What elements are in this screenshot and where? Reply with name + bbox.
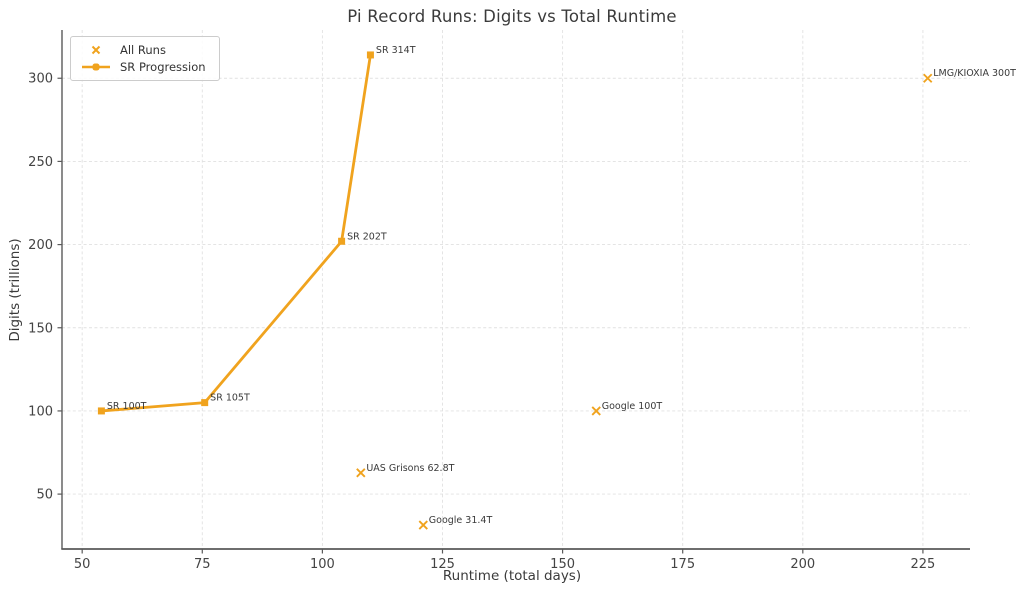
y-tick-label: 300 [28,72,53,87]
y-tick-label: 200 [28,238,53,253]
run-label: LMG/KIOXIA 300T [933,68,1016,79]
y-tick-label: 100 [28,404,53,419]
run-marker-x [356,468,366,478]
run-marker-x [418,520,428,530]
run-label: Google 31.4T [429,515,493,526]
run-label: Google 100T [602,401,663,412]
y-tick-label: 50 [36,488,53,503]
run-marker-square [97,407,105,415]
legend: All Runs SR Progression [70,36,220,81]
legend-item-sr-progression: SR Progression [81,61,206,73]
x-marker-icon [81,44,111,56]
run-label: SR 105T [210,393,250,404]
y-tick-label: 250 [28,155,53,170]
x-tick-label: 225 [911,557,936,572]
run-marker-square [201,399,209,407]
run-marker-square [338,237,346,245]
x-axis-label: Runtime (total days) [442,568,582,584]
y-tick-label: 150 [28,321,53,336]
run-label: UAS Grisons 62.8T [366,463,454,474]
legend-item-all-runs: All Runs [81,44,206,56]
run-label: SR 314T [376,45,416,56]
x-tick-label: 150 [550,557,575,572]
line-square-marker-icon [81,61,111,73]
x-tick-label: 75 [194,557,211,572]
legend-label: All Runs [120,43,166,57]
sr-progression-line [101,54,372,413]
run-marker-square [366,51,374,59]
run-label: SR 202T [347,231,387,242]
x-tick-label: 200 [790,557,815,572]
chart-title: Pi Record Runs: Digits vs Total Runtime [347,7,677,26]
legend-label: SR Progression [120,60,206,74]
x-tick-label: 50 [74,557,91,572]
y-axis-label: Digits (trillions) [7,238,23,342]
x-tick-label: 100 [310,557,335,572]
x-tick-label: 175 [670,557,695,572]
run-marker-x [923,73,933,83]
x-tick-label: 125 [430,557,455,572]
run-marker-x [591,406,601,416]
run-label: SR 100T [107,401,147,412]
